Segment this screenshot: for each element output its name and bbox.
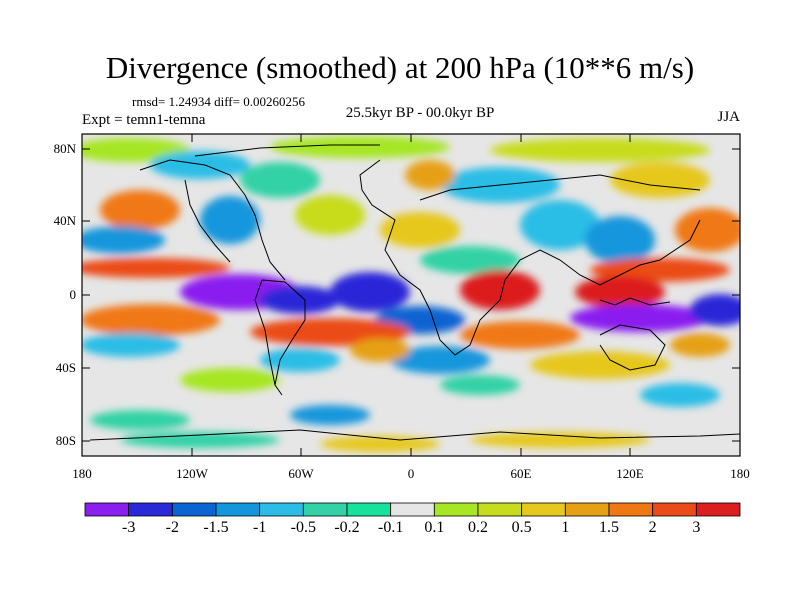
colorbar-label: 2 <box>648 519 657 536</box>
y-tick-label: 80S <box>55 433 76 448</box>
colorbar-label: -1 <box>252 519 267 536</box>
colorbar-label: 0.5 <box>511 519 532 536</box>
colorbar-label: 3 <box>692 519 701 536</box>
x-tick-label: 120E <box>616 466 644 481</box>
y-tick-label: 0 <box>69 287 77 302</box>
colorbar-label: 0.2 <box>468 519 488 536</box>
period-label: 25.5kyr BP - 00.0kyr BP <box>345 105 495 121</box>
colorbar-swatch <box>652 502 697 517</box>
colorbar <box>84 502 741 517</box>
coastlines <box>89 144 740 441</box>
colorbar-swatch <box>521 502 566 517</box>
x-tick-label: 60E <box>510 466 532 481</box>
x-tick-label: 0 <box>407 466 415 481</box>
x-tick-label: 60W <box>288 466 314 481</box>
colorbar-swatch <box>608 502 654 517</box>
colorbar-label: -3 <box>121 519 136 536</box>
colorbar-label: -1.5 <box>203 519 229 536</box>
colorbar-label: 0.1 <box>424 519 445 536</box>
x-tick-label: 120W <box>176 466 208 481</box>
colorbar-swatch <box>128 502 173 517</box>
colorbar-label: -0.5 <box>290 519 316 536</box>
colorbar-swatch <box>477 502 523 517</box>
colorbar-swatch <box>390 502 435 517</box>
x-tick-label: 180 <box>72 466 92 481</box>
map-title: Divergence (smoothed) at 200 hPa (10**6 … <box>105 50 695 85</box>
colorbar-swatch <box>84 502 130 517</box>
x-tick-label: 180 <box>730 466 750 481</box>
y-tick-label: 40N <box>53 213 76 228</box>
y-tick-label: 40S <box>55 360 76 375</box>
divergence-field <box>82 134 740 456</box>
colorbar-swatch <box>171 502 217 517</box>
y-tick-label: 80N <box>53 141 76 156</box>
axis-ticks <box>81 134 741 456</box>
colorbar-label: -0.2 <box>334 519 360 536</box>
season-label: JJA <box>717 109 740 125</box>
colorbar-label: 1.5 <box>599 519 619 536</box>
experiment-label: Expt = temn1-temna <box>82 112 206 128</box>
colorbar-label: 1 <box>561 519 570 536</box>
colorbar-swatch <box>433 502 479 517</box>
statistics-text: rmsd= 1.24934 diff= 0.00260256 <box>132 94 305 109</box>
colorbar-label: -2 <box>165 519 179 536</box>
colorbar-swatch <box>346 502 392 517</box>
colorbar-swatch <box>302 502 348 517</box>
colorbar-swatch <box>564 502 610 517</box>
colorbar-swatch <box>259 502 304 517</box>
colorbar-label: -0.1 <box>377 519 404 536</box>
colorbar-swatch <box>215 502 261 517</box>
colorbar-swatch <box>695 502 741 517</box>
